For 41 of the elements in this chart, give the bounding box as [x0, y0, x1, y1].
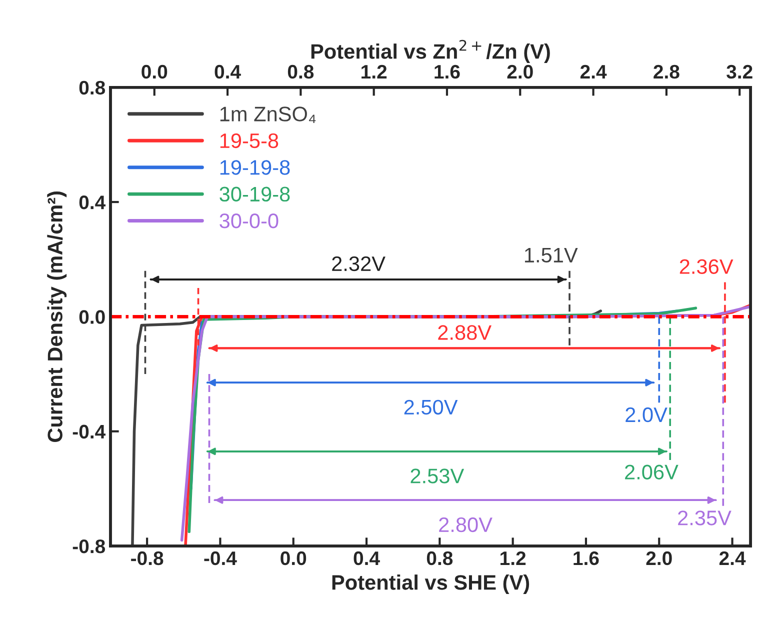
legend-label: 1m ZnSO₄: [220, 106, 316, 123]
x2-axis-title: Potential vs Zn$^{2+}$/Zn (V): [311, 40, 550, 63]
y-axis-title: Current Density (mA/cm²): [47, 192, 67, 442]
x2-tick-label: 1.6: [434, 64, 460, 79]
x2-tick-label: 2.8: [654, 64, 680, 79]
x2-tick-label: 0.8: [288, 64, 314, 79]
legend-label: 30-19-8: [220, 186, 290, 202]
x-tick-label: 2.0: [646, 551, 672, 566]
series-label: 2.36V: [680, 259, 734, 274]
y-tick-label: 0.0: [79, 310, 105, 324]
x-tick-label: -0.8: [131, 551, 164, 566]
legend-label: 30-0-0: [220, 214, 278, 228]
x-tick-label: 0.4: [354, 551, 380, 566]
y-tick-label: 0.8: [79, 80, 106, 95]
x2-tick-label: 3.2: [726, 64, 752, 79]
x2-tick-label: 0.4: [214, 64, 241, 79]
series-label: 2.53V: [410, 468, 464, 484]
series-label: 2.06V: [625, 464, 678, 480]
x2-tick-label: 2.4: [580, 64, 607, 78]
x-tick-label: 1.6: [574, 551, 599, 566]
y-tick-label: -0.8: [72, 539, 106, 554]
x2-tick-label: 2.0: [507, 64, 533, 79]
x-axis-title: Potential vs SHE (V): [332, 574, 530, 594]
x-tick-label: 2.4: [719, 551, 746, 565]
x-tick-label: 1.2: [500, 551, 526, 565]
y-tick-label: 0.4: [79, 195, 106, 210]
legend-label: 19-5-8: [220, 133, 278, 148]
series-label: 2.80V: [439, 517, 492, 532]
series-label: 1.51V: [525, 248, 578, 263]
x-tick-label: 0.8: [426, 551, 453, 566]
y-tick-label: -0.4: [72, 424, 106, 439]
x2-tick-label: 0.0: [142, 64, 168, 79]
legend-label: 19-19-8: [220, 160, 290, 175]
x-tick-label: -0.4: [204, 551, 237, 566]
series-label: 2.88V: [438, 325, 492, 340]
series-label: 2.50V: [404, 400, 458, 415]
series-label: 2.32V: [332, 256, 386, 272]
x-tick-label: 0.0: [280, 551, 306, 566]
x2-tick-label: 1.2: [362, 64, 387, 78]
series-label: 2.35V: [678, 510, 732, 526]
series-label: 2.0V: [626, 407, 668, 422]
